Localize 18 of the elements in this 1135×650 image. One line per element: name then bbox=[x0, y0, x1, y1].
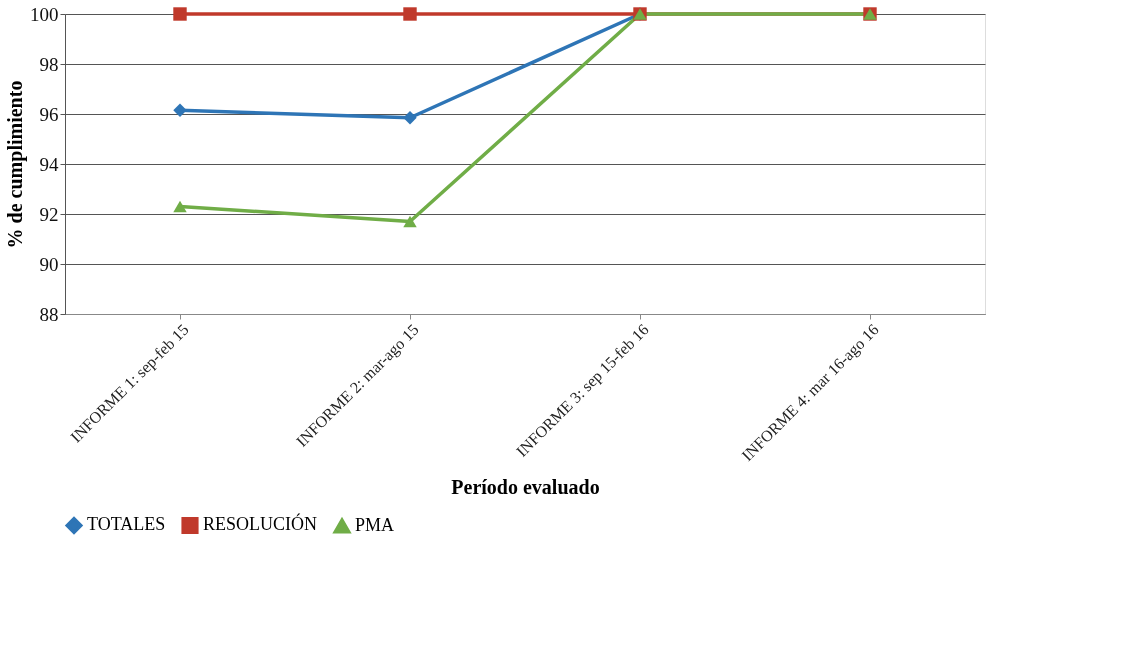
y-tick-label: 98 bbox=[39, 53, 59, 75]
y-tick-label: 90 bbox=[39, 253, 59, 275]
y-tick-label: 92 bbox=[39, 203, 59, 225]
legend-label: RESOLUCIÓN bbox=[203, 513, 318, 535]
point bbox=[403, 7, 417, 21]
y-tick-label: 94 bbox=[39, 153, 59, 175]
y-axis-title: % de cumplimiento bbox=[4, 80, 27, 249]
y-tick-label: 96 bbox=[39, 103, 59, 125]
legend-label: TOTALES bbox=[87, 514, 166, 535]
point bbox=[173, 103, 187, 117]
point bbox=[403, 111, 417, 125]
point bbox=[173, 7, 187, 21]
point bbox=[173, 200, 187, 213]
x-axis-title: Período evaluado bbox=[451, 476, 600, 499]
y-tick-label: 88 bbox=[39, 303, 59, 325]
y-tick-label: 100 bbox=[30, 3, 59, 25]
point bbox=[403, 215, 417, 228]
legend-label: PMA bbox=[355, 514, 395, 535]
